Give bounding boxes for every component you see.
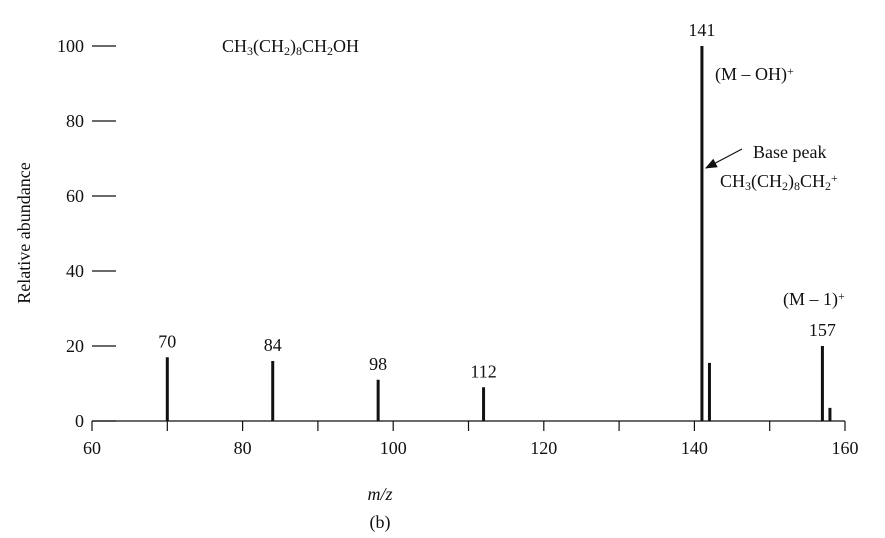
annotation-part: 8 [296,44,302,58]
annotation: (M – 1)+ [783,289,845,310]
annotation: CH3(CH2)8CH2+ [720,171,838,193]
x-tick-label: 120 [530,438,557,458]
annotation-part: CH [720,171,745,191]
annotation-part: 2 [825,179,831,193]
x-tick-label: 60 [83,438,101,458]
annotation-part: (CH [253,36,284,57]
annotation-part: 2 [327,44,333,58]
y-tick-label: 40 [66,261,84,281]
annotation-part: ) [788,171,794,192]
peak-label: 70 [158,331,176,351]
annotation-part: Base peak [753,142,826,162]
y-tick-label: 60 [66,186,84,206]
annotation-part: + [787,64,794,78]
annotation: Base peak [753,142,826,162]
annotation-part: 8 [794,179,800,193]
annotation-part: + [831,171,838,185]
annotation-part: (CH [751,171,782,192]
annotation-part: 3 [745,179,751,193]
peak-label: 112 [470,361,496,381]
y-tick-label: 80 [66,111,84,131]
annotation-part: + [838,289,845,303]
annotation-part: OH [333,36,359,56]
y-tick-label: 100 [57,36,84,56]
annotation-part: 2 [782,179,788,193]
annotation: (M – OH)+ [715,64,794,85]
annotation-part: CH [800,171,825,191]
annotation-part: (M – OH) [715,64,787,85]
y-tick-label: 0 [75,411,84,431]
annotation-part: ) [290,36,296,57]
x-tick-label: 140 [681,438,708,458]
annotation-part: 3 [247,44,253,58]
y-tick-label: 20 [66,336,84,356]
caption: (b) [370,512,391,533]
annotation-part: CH [302,36,327,56]
arrow [704,148,743,169]
annotation-part: (M – 1) [783,289,838,310]
x-tick-label: 80 [234,438,252,458]
peak-label: 157 [809,320,836,340]
peak-label: 141 [688,20,715,40]
x-tick-label: 160 [832,438,859,458]
x-tick-label: 100 [380,438,407,458]
y-axis-label: Relative abundance [14,162,34,303]
annotation-part: 2 [284,44,290,58]
annotation: CH3(CH2)8CH2OH [222,36,359,58]
x-axis-label: m/z [367,484,392,504]
peak-label: 84 [264,335,282,355]
annotation-part: CH [222,36,247,56]
peak-label: 98 [369,354,387,374]
